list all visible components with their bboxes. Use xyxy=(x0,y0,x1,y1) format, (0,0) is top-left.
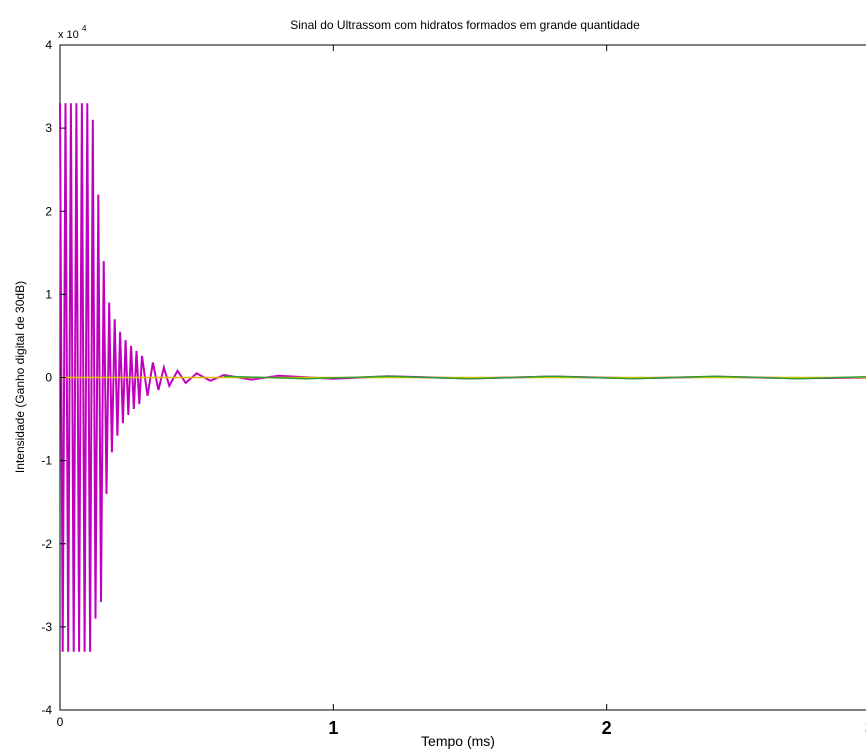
tick-layer: -4 -3 -2 -1 0 1 2 3 4 0 1 2 3 xyxy=(41,38,866,738)
series-line-2 xyxy=(223,375,866,380)
y-tick-label: 1 xyxy=(45,287,52,301)
x-tick-label: 3 xyxy=(865,718,866,738)
y-tick-label: 0 xyxy=(45,371,52,385)
y-multiplier-label: x 10 xyxy=(58,29,79,41)
y-tick-label: -2 xyxy=(41,537,52,551)
y-tick-label: 2 xyxy=(45,204,52,218)
y-multiplier-exponent: 4 xyxy=(82,24,87,33)
x-axis-label: Tempo (ms) xyxy=(421,733,495,749)
x-tick-label: 0 xyxy=(57,715,64,729)
series-layer xyxy=(59,103,866,652)
x-tick-label: 2 xyxy=(602,718,612,738)
y-tick-label: -1 xyxy=(41,454,52,468)
y-tick-label: 4 xyxy=(45,38,52,52)
y-axis-label: Intensidade (Ganho digital de 30dB) xyxy=(13,281,27,473)
y-tick-label: -4 xyxy=(41,703,52,717)
y-tick-label: -3 xyxy=(41,620,52,634)
x-tick-label: 1 xyxy=(328,718,338,738)
chart-title: Sinal do Ultrassom com hidratos formados… xyxy=(290,18,640,32)
y-tick-label: 3 xyxy=(45,121,52,135)
y-multiplier: x 10 4 xyxy=(58,24,87,41)
